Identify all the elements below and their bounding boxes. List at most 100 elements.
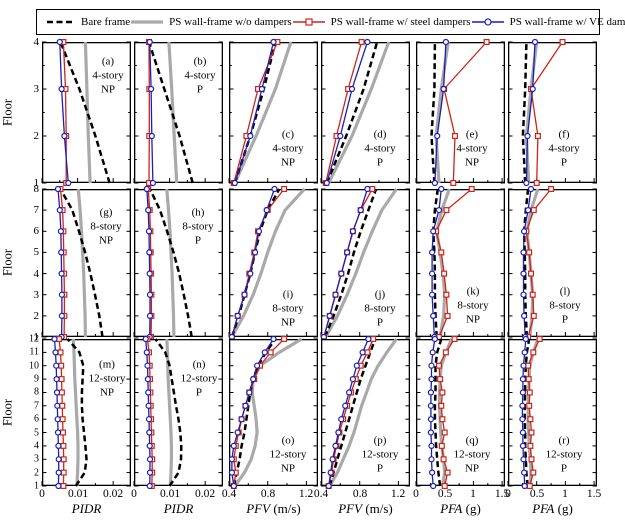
panel-case-label: NP — [280, 155, 296, 168]
panel-k-8-story-NP: (k) 8-story NP — [415, 185, 505, 341]
panel-e-4-story-NP: (e) 4-story NP — [415, 38, 505, 187]
panel-story-label: 8-story — [182, 220, 214, 233]
legend-label: PS wall-frame w/ VE dampers — [509, 16, 625, 28]
axis-title-unit: (m/s) — [270, 501, 301, 516]
panel-f-plot — [507, 38, 597, 187]
panel-o-plot — [228, 335, 318, 490]
panel-story-label: 4-story — [364, 142, 396, 155]
floor-axis-label-row3: Floor — [0, 398, 15, 427]
panel-case-label: NP — [465, 312, 481, 325]
x-axis-title-col6: PFA (g) — [532, 501, 573, 517]
axis-title-symbol: PFV — [338, 501, 363, 516]
panel-story-label: 12-story — [269, 448, 307, 461]
panel-story-label: 4-story — [92, 69, 124, 82]
panel-tag: (r) — [558, 434, 570, 447]
axis-title-symbol: PIDR — [71, 501, 102, 516]
xtick-col5-0: 0 — [413, 488, 419, 500]
panel-story-label: 12-story — [180, 372, 218, 385]
panel-tag: (p) — [373, 434, 387, 447]
ve-dampers-line-sample — [471, 18, 504, 26]
panel-i-plot — [228, 185, 318, 341]
x-axis-title-col3: PFV (m/s) — [246, 501, 301, 517]
xtick-col4-0.4: 0.4 — [313, 488, 329, 500]
wo-dampers-line-sample — [131, 20, 164, 24]
panel-story-label: 8-story — [272, 302, 304, 315]
xtick-col6-0.5: 0.5 — [529, 488, 545, 500]
panel-case-label: NP — [464, 461, 480, 474]
panel-p-12-story-P: (p) 12-story P — [320, 335, 410, 490]
panel-b-4-story-P: (b) 4-story P — [133, 38, 223, 187]
legend-label: Bare frame — [81, 16, 131, 28]
panel-tag: (n) — [192, 358, 206, 371]
panel-c-plot — [228, 38, 318, 187]
legend-label: PS wall-frame w/ steel dampers — [330, 16, 471, 28]
panel-story-label: 8-story — [90, 220, 122, 233]
ytick-row3-floor-9: 9 — [34, 373, 39, 385]
panel-tag: (g) — [99, 206, 113, 219]
panel-story-label: 8-story — [457, 299, 489, 312]
panel-a-label: (a) 4-story NP — [92, 55, 123, 96]
panel-tag: (q) — [465, 434, 479, 447]
axis-title-unit: (g) — [462, 501, 481, 516]
panel-tag: (b) — [193, 55, 207, 68]
panel-story-label: 4-story — [548, 142, 580, 155]
ytick-row3-floor-11: 11 — [29, 346, 39, 358]
panel-tag: (a) — [101, 55, 115, 68]
panel-story-label: 12-story — [361, 448, 399, 461]
xtick-col4-0.8: 0.8 — [352, 488, 368, 500]
ytick-row2-floor-4: 4 — [33, 268, 40, 280]
ytick-row3-floor-7: 7 — [34, 400, 39, 412]
panel-story-label: 12-story — [453, 448, 491, 461]
floor-axis-label-row2: Floor — [0, 248, 15, 277]
panel-q-plot — [415, 335, 505, 490]
xtick-col3-1.2: 1.2 — [298, 488, 314, 500]
panel-n-12-story-P: (n) 12-story P — [133, 335, 223, 490]
xtick-col1-0.01: 0.01 — [67, 488, 89, 500]
panel-case-label: NP — [98, 233, 114, 246]
panel-story-label: 12-story — [545, 448, 583, 461]
panel-f-4-story-P: (f) 4-story P — [507, 38, 597, 187]
x-axis-title-col5: PFA (g) — [440, 501, 481, 517]
steel-dampers-line-sample — [292, 18, 325, 26]
panel-story-label: 4-story — [456, 142, 488, 155]
panel-i-label: (i) 8-story NP — [272, 288, 303, 329]
axis-title-symbol: PIDR — [163, 501, 194, 516]
panel-case-label: NP — [99, 385, 115, 398]
ytick-row1-floor-1: 1 — [33, 177, 40, 189]
panel-j-label: (j) 8-story P — [364, 288, 395, 329]
ytick-row3-floor-4: 4 — [34, 440, 39, 452]
panel-tag: (k) — [466, 285, 480, 298]
ytick-row3-floor-3: 3 — [34, 453, 39, 465]
panel-case-label: P — [376, 155, 384, 168]
panel-m-12-story-NP: (m) 12-story NP — [41, 335, 131, 490]
ytick-row3-floor-1: 1 — [34, 480, 39, 492]
panel-p-plot — [320, 335, 410, 490]
xtick-col4-1.2: 1.2 — [390, 488, 406, 500]
panel-k-plot — [415, 185, 505, 341]
legend-item-ve-dampers: PS wall-frame w/ VE dampers — [471, 16, 625, 28]
legend: Bare frame PS wall-frame w/o dampers PS … — [36, 9, 625, 35]
panel-r-12-story-P: (r) 12-story P — [507, 335, 597, 490]
panel-case-label: P — [194, 233, 202, 246]
panel-story-label: 4-story — [272, 142, 304, 155]
ytick-row1-floor-3: 3 — [33, 83, 40, 95]
xtick-col1-0: 0 — [39, 488, 45, 500]
panel-tag: (m) — [99, 358, 115, 371]
panel-i-8-story-NP: (i) 8-story NP — [228, 185, 318, 341]
xtick-col6-1: 1 — [562, 488, 568, 500]
panel-k-label: (k) 8-story NP — [457, 285, 488, 326]
panel-d-4-story-P: (d) 4-story P — [320, 38, 410, 187]
ytick-row2-floor-7: 7 — [33, 204, 40, 216]
panel-tag: (f) — [558, 128, 570, 141]
xtick-col5-0.5: 0.5 — [437, 488, 453, 500]
panel-p-label: (p) 12-story P — [362, 434, 399, 475]
panel-m-plot — [41, 335, 131, 490]
panel-story-label: 8-story — [364, 302, 396, 315]
panel-tag: (i) — [282, 288, 294, 301]
axis-title-unit: (m/s) — [362, 501, 393, 516]
panel-case-label: P — [196, 82, 204, 95]
panel-r-plot — [507, 335, 597, 490]
xtick-col2-0.01: 0.01 — [159, 488, 181, 500]
panel-d-label: (d) 4-story P — [364, 128, 395, 169]
